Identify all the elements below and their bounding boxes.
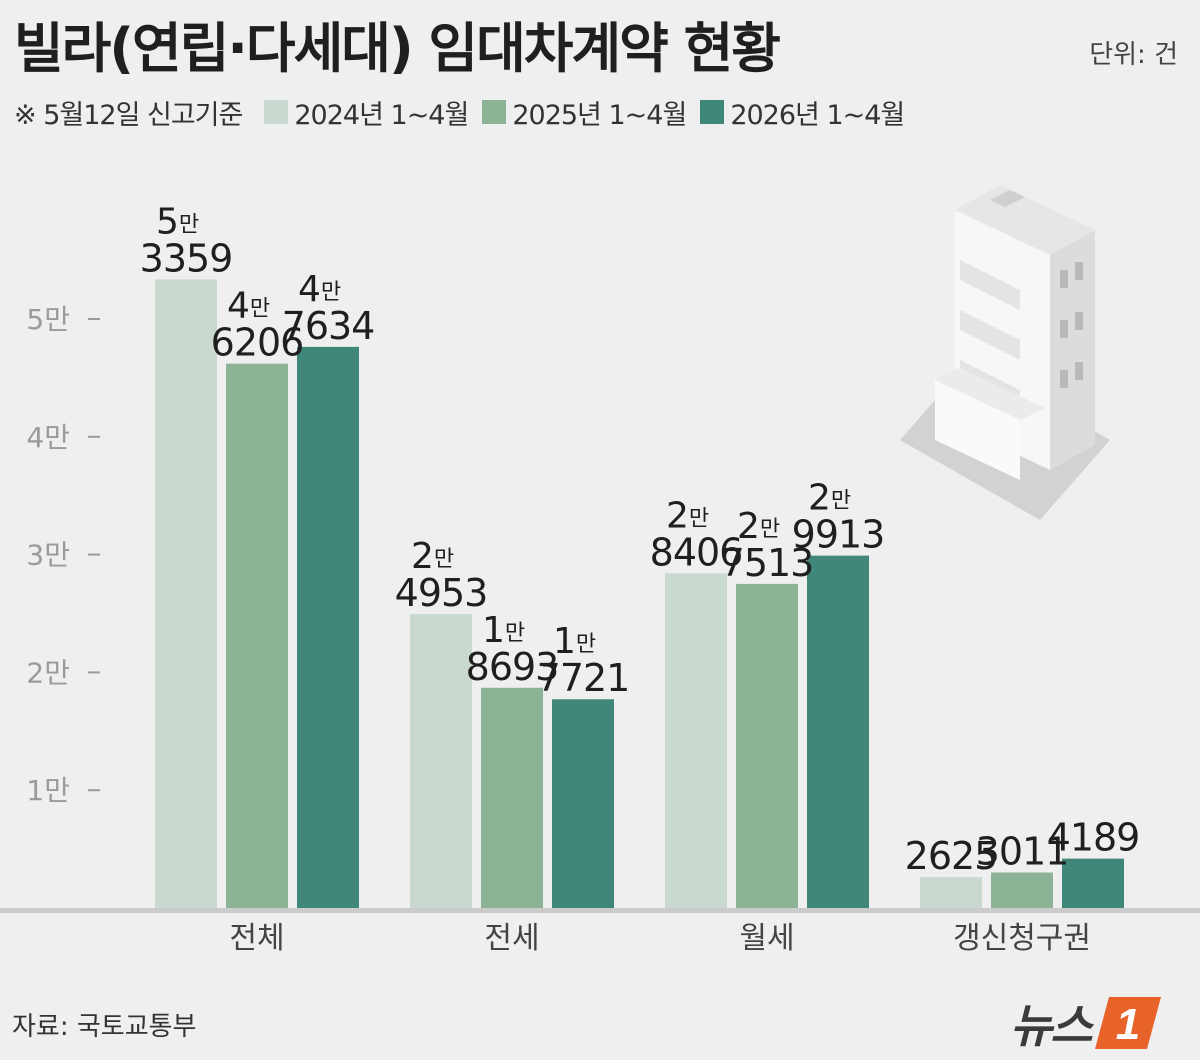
bar [991,872,1053,908]
bar-value-man-suffix: 만 [831,489,851,514]
category-label: 전체 [229,921,284,956]
bar-value-man-text: 1만 [553,621,596,662]
bar-value-man-text: 4만 [298,269,341,310]
bar-value-label: 2625 [905,834,999,878]
legend-item-2026: 2026년 1~4월 [700,93,905,132]
unit-label: 단위: 건 [1089,40,1178,70]
legend-item-2024: 2024년 1~4월 [264,93,469,132]
bar-value-man-suffix: 만 [760,517,780,542]
bar [410,614,472,908]
category-label: 전세 [484,921,539,956]
bar-value-text: 3359 [140,236,233,280]
bar-value-text: 8406 [650,530,743,574]
category-label: 갱신청구권 [953,921,1091,956]
bar-value-text: 9913 [792,513,885,557]
bar [920,877,982,908]
bar-value-man-text: 5만 [156,201,199,242]
bar-value-man-suffix: 만 [250,297,270,322]
bar-value-man-digit: 2 [666,495,689,536]
bar-value-man-digit: 2 [808,478,831,519]
bar-value-man-text: 1만 [482,610,525,651]
legend-swatch-2026 [700,100,725,124]
bar-value-man-suffix: 만 [179,212,199,237]
bar-value-text: 2625 [905,834,998,878]
legend: ※ 5월12일 신고기준 2024년 1~4월 2025년 1~4월 2026년… [14,92,918,132]
reporting-note: ※ 5월12일 신고기준 [14,99,243,131]
bar-value-text: 3011 [976,830,1069,874]
y-tick-label: 1만 [26,774,70,807]
bar-value-man-suffix: 만 [321,280,341,305]
legend-label-2025: 2025년 1~4월 [512,99,687,131]
bar [297,346,359,909]
legend-label-2024: 2024년 1~4월 [294,99,469,131]
bar-value-text: 6206 [211,321,304,365]
bar [552,699,614,908]
building-illustration [900,185,1110,520]
bar [226,363,288,908]
bar-value-man-digit: 1 [553,621,576,662]
legend-swatch-2025 [482,100,507,124]
bar [481,687,543,908]
legend-label-2026: 2026년 1~4월 [730,99,905,131]
legend-item-2025: 2025년 1~4월 [482,93,687,132]
y-tick-label: 3만 [26,539,70,572]
bar-value-label: 4189 [1047,816,1141,860]
bar-value-man-text: 2만 [808,478,851,519]
legend-swatch-2024 [264,100,289,124]
bar-value-man-text: 2만 [666,495,709,536]
bar [736,583,798,908]
bar-value-text: 7513 [721,541,814,585]
x-axis-baseline [0,908,1200,913]
bar-value-man-text: 2만 [737,506,780,547]
bar-value-man-suffix: 만 [689,506,709,531]
bar-value-man-digit: 1 [482,610,505,651]
bar-value-man-suffix: 만 [434,547,454,572]
bar-value-man-digit: 4 [298,269,321,310]
bar [807,555,869,908]
logo-badge-icon: 1 [1094,997,1161,1049]
chart-title: 빌라(연립·다세대) 임대차계약 현황 [14,17,781,80]
bar [665,573,727,908]
bar-value-man-text: 2만 [411,536,454,577]
bar-value-text: 8693 [466,645,559,689]
bar-value-text: 7721 [537,656,630,700]
bar-value-label: 3011 [976,830,1070,874]
bar-value-man-digit: 4 [227,286,250,327]
y-tick-label: 2만 [26,656,70,689]
bar-value-man-digit: 2 [737,506,760,547]
bar-value-man-suffix: 만 [505,621,525,646]
news1-logo: 뉴스 1 [1010,990,1161,1056]
bar [155,279,217,908]
logo-badge-text: 1 [1115,1000,1139,1049]
category-label: 월세 [739,921,794,956]
bar-value-text: 7634 [282,304,375,348]
bar-value-man-text: 4만 [227,286,270,327]
bar [1062,858,1124,908]
logo-text: 뉴스 [1010,999,1093,1053]
bar-value-man-digit: 2 [411,536,434,577]
y-tick-label: 4만 [26,421,70,454]
bar-value-text: 4189 [1047,816,1140,860]
bar-value-man-suffix: 만 [576,632,596,657]
bar-value-text: 4953 [395,571,488,615]
bar-value-man-digit: 5 [156,201,179,242]
y-tick-label: 5만 [26,303,70,336]
source-note: 자료: 국토교통부 [12,1012,197,1042]
